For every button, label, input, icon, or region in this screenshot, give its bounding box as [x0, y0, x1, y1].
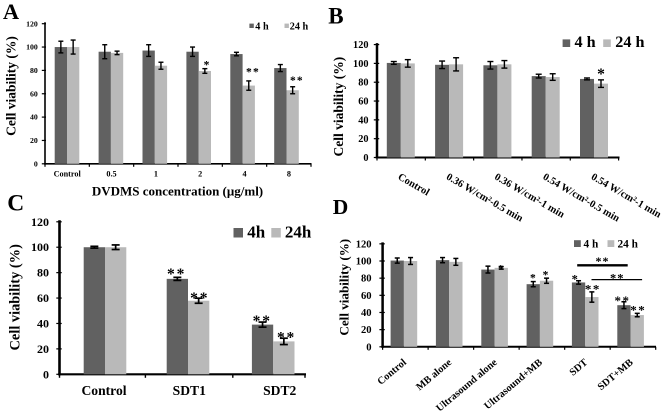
svg-text:**: **	[585, 281, 601, 296]
svg-text:60: 60	[30, 89, 38, 98]
svg-text:40: 40	[361, 308, 372, 319]
svg-text:60: 60	[358, 96, 368, 107]
svg-text:0: 0	[366, 342, 371, 353]
svg-text:SDT: SDT	[568, 357, 591, 378]
svg-text:40: 40	[30, 113, 38, 122]
svg-text:0: 0	[363, 153, 368, 164]
svg-text:4 h: 4 h	[255, 22, 269, 33]
svg-text:Control: Control	[376, 357, 409, 387]
svg-text:**: **	[246, 66, 260, 78]
svg-text:20: 20	[30, 136, 38, 145]
svg-text:*: *	[204, 59, 211, 71]
svg-text:MB alone: MB alone	[414, 357, 454, 393]
svg-text:**: **	[290, 75, 304, 87]
svg-text:Cell viability (%): Cell viability (%)	[8, 244, 24, 351]
svg-text:Cell viability (%): Cell viability (%)	[337, 239, 352, 336]
svg-text:20: 20	[361, 325, 372, 336]
svg-text:Cell viability (%): Cell viability (%)	[4, 36, 19, 136]
svg-text:120: 120	[353, 40, 368, 51]
svg-text:1: 1	[154, 169, 158, 178]
svg-text:100: 100	[356, 257, 372, 268]
svg-text:0: 0	[34, 159, 38, 168]
svg-text:100: 100	[353, 59, 368, 70]
svg-text:*: *	[572, 273, 580, 287]
svg-text:100: 100	[26, 43, 38, 52]
svg-text:**: **	[596, 254, 610, 268]
svg-text:80: 80	[361, 274, 372, 285]
svg-text:**: **	[615, 293, 631, 308]
svg-text:100: 100	[31, 240, 49, 254]
svg-text:20: 20	[358, 134, 368, 145]
svg-text:24 h: 24 h	[615, 33, 644, 51]
svg-text:24h: 24h	[285, 223, 312, 242]
svg-text:**: **	[167, 266, 186, 283]
svg-text:60: 60	[361, 291, 372, 302]
svg-text:120: 120	[31, 215, 49, 229]
svg-text:80: 80	[37, 266, 49, 280]
svg-text:4h: 4h	[247, 223, 266, 242]
svg-text:SDT1: SDT1	[173, 383, 206, 398]
svg-text:24 h: 24 h	[290, 22, 309, 33]
svg-text:4: 4	[242, 169, 246, 178]
svg-text:B: B	[328, 4, 343, 29]
svg-text:Control: Control	[396, 172, 431, 199]
svg-text:**: **	[190, 290, 209, 307]
svg-text:SDT+MB: SDT+MB	[596, 357, 636, 393]
svg-text:24 h: 24 h	[618, 238, 639, 250]
svg-text:*: *	[543, 269, 550, 281]
svg-text:**: **	[610, 271, 625, 285]
svg-text:**: **	[630, 302, 646, 317]
svg-text:Control: Control	[81, 383, 126, 398]
svg-text:*: *	[498, 264, 505, 275]
svg-text:40: 40	[37, 316, 49, 330]
svg-text:Control: Control	[54, 169, 82, 178]
svg-text:Cell viability (%): Cell viability (%)	[331, 57, 346, 157]
svg-text:120: 120	[26, 19, 38, 28]
svg-text:0: 0	[43, 367, 49, 381]
svg-text:4 h: 4 h	[584, 238, 599, 250]
svg-text:**: **	[277, 329, 296, 346]
svg-text:40: 40	[358, 115, 368, 126]
svg-text:D: D	[333, 195, 349, 219]
svg-text:A: A	[3, 0, 20, 24]
svg-text:DVDMS concentration (μg/ml): DVDMS concentration (μg/ml)	[92, 183, 263, 198]
svg-text:20: 20	[37, 342, 49, 356]
svg-text:120: 120	[356, 239, 372, 250]
svg-text:**: **	[253, 313, 272, 330]
svg-text:C: C	[7, 191, 24, 217]
svg-text:*: *	[597, 66, 606, 83]
svg-text:8: 8	[287, 169, 291, 178]
svg-text:2: 2	[198, 169, 202, 178]
svg-text:60: 60	[37, 291, 49, 305]
svg-text:SDT2: SDT2	[263, 383, 296, 398]
svg-text:80: 80	[30, 66, 38, 75]
svg-text:80: 80	[358, 78, 368, 89]
svg-text:*: *	[530, 272, 537, 284]
svg-text:0.5: 0.5	[106, 169, 116, 178]
svg-text:4 h: 4 h	[575, 33, 596, 51]
